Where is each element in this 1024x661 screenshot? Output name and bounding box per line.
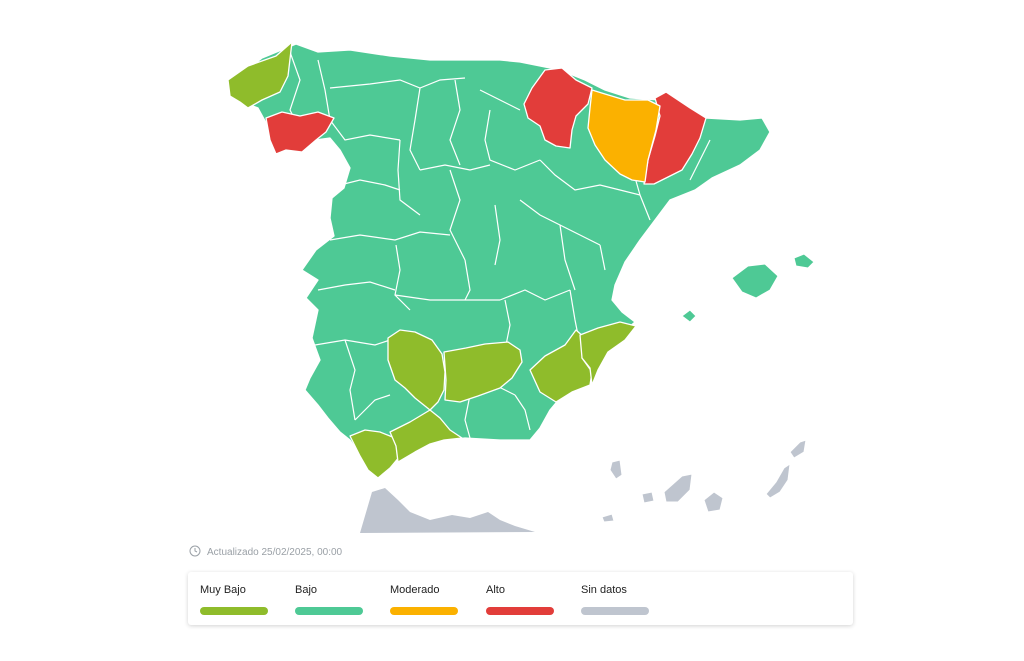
clock-icon bbox=[189, 545, 201, 560]
province-cadiz bbox=[349, 429, 401, 479]
province-malaga bbox=[389, 409, 463, 463]
island-mallorca bbox=[731, 263, 779, 299]
legend-label: Sin datos bbox=[581, 584, 627, 596]
canary-island-la-palma bbox=[609, 459, 623, 480]
legend-item-moderado: Moderado bbox=[390, 584, 458, 615]
island-menorca bbox=[793, 253, 815, 269]
north-africa-area bbox=[360, 488, 535, 533]
legend-swatch bbox=[486, 607, 554, 615]
province-huesca bbox=[587, 89, 661, 183]
canary-island-la-gomera bbox=[641, 491, 655, 504]
island-ibiza bbox=[681, 309, 697, 323]
canary-island-lanzarote bbox=[789, 439, 807, 459]
canary-island-el-hierro bbox=[601, 513, 615, 523]
legend-label: Moderado bbox=[390, 584, 440, 596]
canary-island-gran-canaria bbox=[703, 491, 724, 513]
province-ourense bbox=[265, 111, 335, 155]
canary-island-tenerife bbox=[663, 473, 693, 503]
legend-swatch bbox=[581, 607, 649, 615]
legend-item-bajo: Bajo bbox=[295, 584, 363, 615]
last-updated: Actualizado 25/02/2025, 00:00 bbox=[189, 543, 342, 561]
legend: Muy Bajo Bajo Moderado Alto Sin datos bbox=[188, 572, 853, 625]
province-navarra bbox=[523, 67, 593, 149]
legend-item-alto: Alto bbox=[486, 584, 554, 615]
legend-label: Muy Bajo bbox=[200, 584, 246, 596]
legend-label: Bajo bbox=[295, 584, 318, 596]
legend-label: Alto bbox=[486, 584, 505, 596]
legend-swatch bbox=[295, 607, 363, 615]
province-alicante bbox=[579, 321, 637, 386]
legend-swatch bbox=[200, 607, 268, 615]
legend-swatch bbox=[390, 607, 458, 615]
canary-island-fuerteventura bbox=[765, 462, 791, 499]
province-jaen bbox=[443, 341, 523, 403]
province-cordoba bbox=[387, 329, 446, 411]
province-a-coruna bbox=[227, 41, 293, 109]
legend-item-sin-datos: Sin datos bbox=[581, 584, 649, 615]
spain-risk-map bbox=[227, 41, 815, 533]
legend-item-muy-bajo: Muy Bajo bbox=[200, 584, 268, 615]
last-updated-text: Actualizado 25/02/2025, 00:00 bbox=[207, 546, 343, 558]
